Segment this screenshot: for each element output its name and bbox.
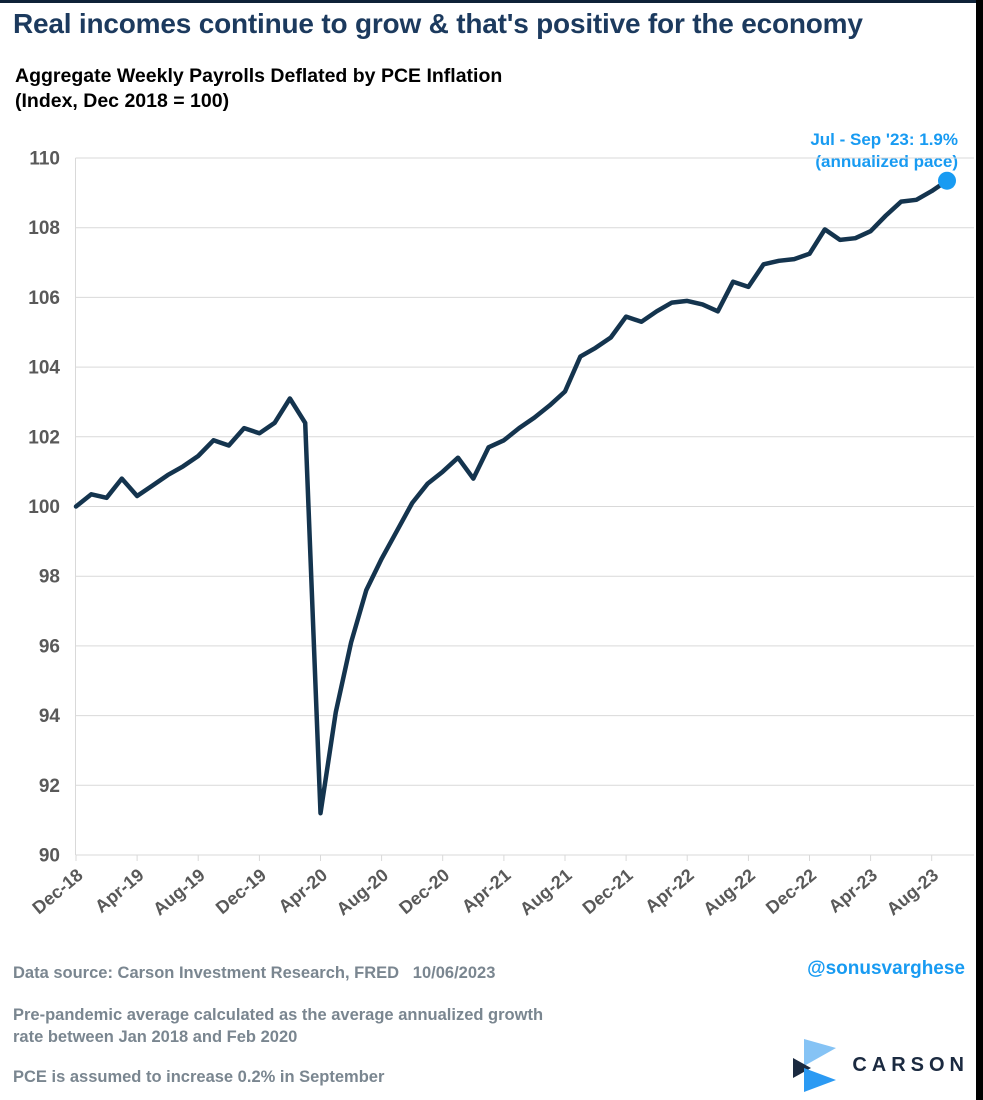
y-axis-label: 100 xyxy=(28,497,60,518)
chart-subtitle-line2: (Index, Dec 2018 = 100) xyxy=(15,90,230,112)
y-axis-label: 108 xyxy=(28,218,60,239)
chart-subtitle: Aggregate Weekly Payrolls Deflated by PC… xyxy=(15,64,502,114)
annotation-line2: (annualized pace) xyxy=(815,152,958,171)
twitter-handle: @sonusvarghese xyxy=(807,958,965,979)
x-axis-label: Apr-23 xyxy=(825,865,882,917)
annotation-line1: Jul - Sep '23: 1.9% xyxy=(810,130,958,149)
carson-logo-icon xyxy=(793,1039,837,1092)
carson-logo-text: CARSON xyxy=(852,1053,969,1076)
x-axis-label: Dec-20 xyxy=(395,865,453,918)
y-axis-label: 102 xyxy=(28,427,60,448)
x-axis-label: Aug-19 xyxy=(149,865,209,920)
page-title: Real incomes continue to grow & that's p… xyxy=(13,8,863,39)
y-axis-label: 106 xyxy=(28,288,60,309)
pre-pandemic-note: Pre-pandemic average calculated as the a… xyxy=(13,1006,548,1046)
x-axis-label: Dec-18 xyxy=(28,865,86,918)
pce-assumption-note: PCE is assumed to increase 0.2% in Septe… xyxy=(13,1068,385,1086)
payrolls-line-chart: 90 92 94 96 98 100 102 104 106 108 110 Dec-18 Apr-19… xyxy=(28,149,974,920)
x-axis-label: Apr-22 xyxy=(641,865,698,917)
x-axis-label: Dec-21 xyxy=(579,865,637,918)
y-axis-label: 94 xyxy=(39,706,61,727)
y-axis-label: 90 xyxy=(39,846,60,867)
y-axis-label: 104 xyxy=(28,358,60,379)
x-axis-label: Aug-21 xyxy=(516,865,576,920)
data-source-note: Data source: Carson Investment Research,… xyxy=(13,964,496,982)
x-axis-label: Aug-22 xyxy=(699,865,759,920)
x-axis-label: Dec-19 xyxy=(212,865,270,918)
latest-point-annotation: Jul - Sep '23: 1.9% (annualized pace) xyxy=(810,129,958,173)
y-axis-label: 92 xyxy=(39,776,60,797)
chart-subtitle-line1: Aggregate Weekly Payrolls Deflated by PC… xyxy=(15,65,503,87)
series-line xyxy=(73,178,950,816)
x-axis-label: Aug-23 xyxy=(883,865,943,920)
y-axis-label: 98 xyxy=(39,567,60,588)
right-edge-strip xyxy=(976,0,983,1100)
x-axis-label: Apr-21 xyxy=(458,865,515,917)
top-edge-strip xyxy=(0,0,983,3)
end-point-marker xyxy=(938,171,956,190)
y-axis-label: 110 xyxy=(29,149,60,170)
carson-logo: CARSON xyxy=(791,1038,969,1092)
y-axis-label: 96 xyxy=(39,636,60,657)
x-axis-label: Apr-19 xyxy=(91,865,148,917)
x-axis-label: Aug-20 xyxy=(333,865,393,920)
x-axis-label: Apr-20 xyxy=(275,865,332,917)
x-axis-label: Dec-22 xyxy=(762,865,820,918)
